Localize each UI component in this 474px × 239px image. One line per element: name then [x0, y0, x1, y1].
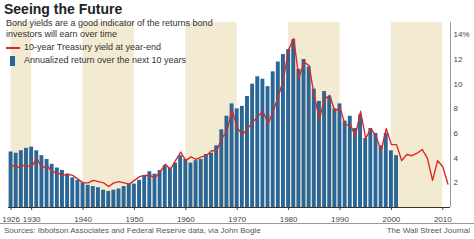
svg-text:10: 10 [454, 80, 463, 89]
svg-text:1926: 1926 [2, 215, 20, 223]
svg-text:8: 8 [454, 104, 459, 113]
svg-text:1970: 1970 [228, 215, 246, 223]
html-text:Bond yields are a good indicat: Bond yields are a good indicator of the … [6, 18, 213, 39]
svg-text:12: 12 [454, 55, 463, 64]
svg-text:1960: 1960 [177, 215, 195, 223]
svg-text:2010: 2010 [434, 215, 452, 223]
svg-text:1980: 1980 [280, 215, 298, 223]
svg-text:1940: 1940 [74, 215, 92, 223]
svg-text:1930: 1930 [23, 215, 41, 223]
svg-text:6: 6 [454, 129, 459, 138]
svg-text:2000: 2000 [382, 215, 400, 223]
svg-text:14%: 14% [454, 30, 470, 39]
html-text:Annualized return over the nex: Annualized return over the next 10 years [24, 55, 187, 65]
html-text:The Wall Street Journal: The Wall Street Journal [386, 226, 470, 235]
html-text:10-year Treasury yield at year: 10-year Treasury yield at year-end [24, 42, 162, 52]
svg-text:4: 4 [454, 154, 459, 163]
svg-text:1990: 1990 [331, 215, 349, 223]
html-text:Seeing the Future: Seeing the Future [4, 1, 123, 17]
html-text:Sources: Ibbotson Associates a: Sources: Ibbotson Associates and Federal… [4, 226, 261, 235]
svg-text:2: 2 [454, 178, 459, 187]
svg-text:1950: 1950 [126, 215, 144, 223]
